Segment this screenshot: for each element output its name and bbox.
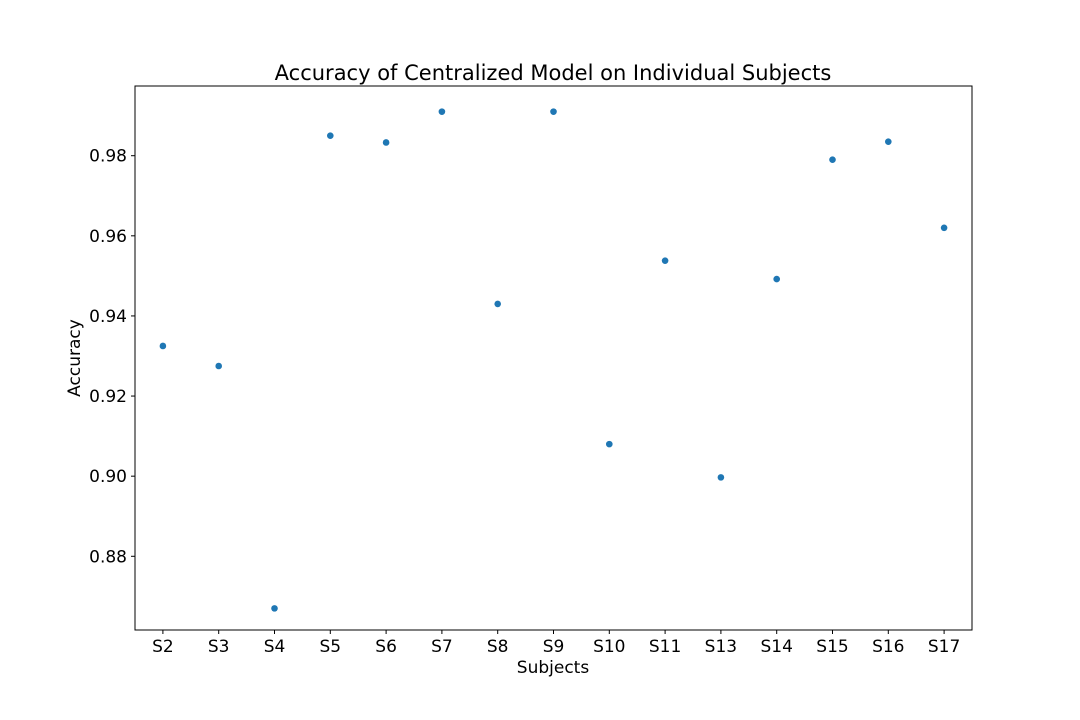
data-point-s9: [550, 108, 557, 115]
y-axis-label: Accuracy: [65, 319, 85, 397]
data-point-s10: [606, 440, 613, 448]
data-points: [159, 108, 948, 612]
data-point-s16: [885, 138, 892, 145]
x-tick-label: S5: [319, 637, 341, 657]
y-tick-label: 0.94: [89, 307, 127, 327]
x-tick-label: S10: [593, 637, 625, 657]
x-tick-label: S8: [487, 637, 509, 657]
data-point-s14: [773, 275, 780, 283]
data-point-s2: [159, 342, 167, 350]
chart-title: Accuracy of Centralized Model on Individ…: [275, 61, 832, 85]
y-tick-label: 0.96: [89, 227, 127, 247]
data-point-s17: [940, 224, 948, 232]
data-point-s15: [829, 156, 836, 164]
x-tick-label: S3: [208, 637, 230, 657]
x-tick-label: S11: [649, 637, 681, 657]
x-axis-label: Subjects: [517, 658, 590, 678]
x-tick-label: S16: [872, 637, 904, 657]
x-tick-label: S7: [431, 637, 453, 657]
data-point-s3: [215, 362, 222, 370]
x-tick-label: S17: [928, 637, 960, 657]
y-tick-label: 0.90: [89, 467, 127, 487]
y-tick-label: 0.92: [89, 387, 127, 407]
x-tick-label: S6: [375, 637, 397, 657]
y-tick-label: 0.88: [89, 547, 127, 567]
x-tick-label: S13: [705, 637, 737, 657]
data-point-s8: [494, 300, 502, 308]
x-tick-label: S14: [760, 637, 792, 657]
data-point-s7: [438, 108, 446, 115]
data-point-s5: [327, 132, 334, 139]
x-tick-label: S2: [152, 637, 174, 657]
y-tick-label: 0.98: [89, 147, 127, 167]
data-point-s6: [382, 139, 390, 146]
x-tick-label: S9: [543, 637, 565, 657]
plot-area-frame: [134, 85, 973, 631]
data-point-s11: [661, 257, 669, 264]
x-tick-label: S4: [264, 637, 286, 657]
x-axis: S2 S3 S4 S5 S6 S7 S8 S9 S10 S11 S13 S14 S15 S16 S17: [152, 630, 960, 657]
data-point-s13: [717, 474, 725, 481]
y-axis: 0.88 0.90 0.92 0.94 0.96 0.98: [89, 147, 135, 567]
data-point-s4: [271, 605, 278, 612]
x-tick-label: S15: [816, 637, 848, 657]
